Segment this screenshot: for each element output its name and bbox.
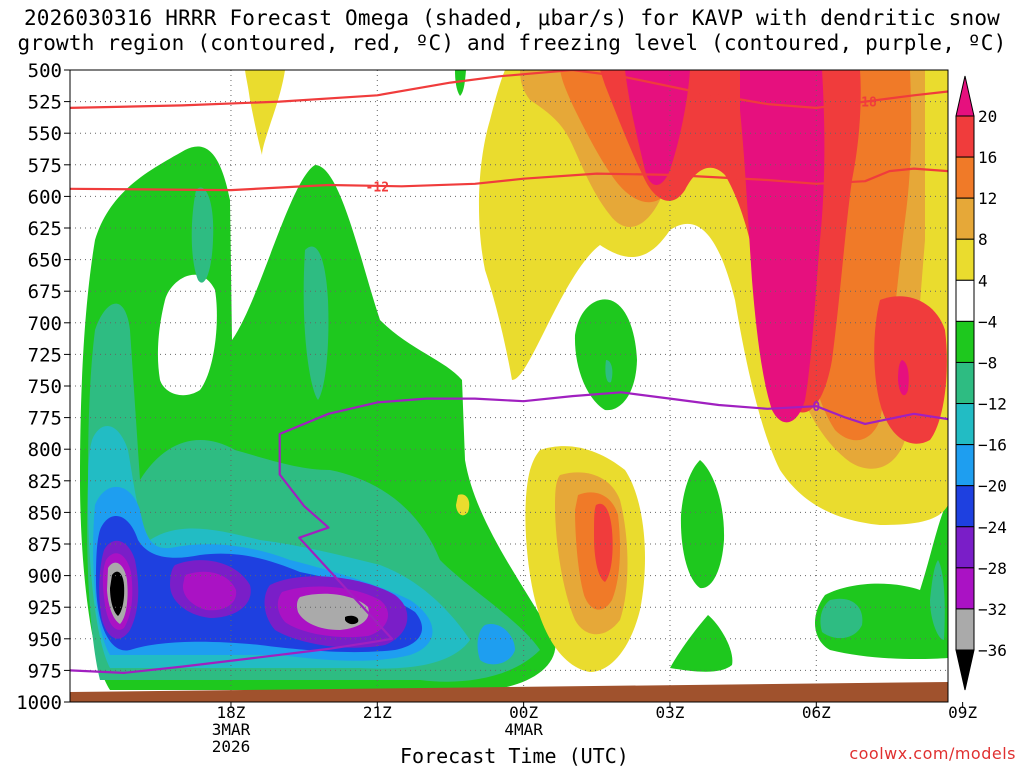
x-tick-label: 21Z <box>363 703 392 722</box>
y-tick-label: 975 <box>28 660 62 682</box>
y-tick-label: 825 <box>28 471 62 493</box>
colorbar-arrow-top <box>955 75 975 117</box>
colorbar-bin <box>955 238 975 281</box>
y-tick-label: 525 <box>28 92 62 114</box>
colorbar-label: 4 <box>978 271 988 290</box>
contour-label: -12 <box>366 180 389 195</box>
y-tick-label: 775 <box>28 408 62 430</box>
omega-region <box>594 503 613 582</box>
y-tick-label: 600 <box>28 186 62 208</box>
colorbar-bin <box>955 320 975 363</box>
omega-region <box>625 70 690 185</box>
y-axis: 500 525 550 575 600 625 650 675 700 725 750 775 800 8… <box>16 60 70 714</box>
omega-region <box>605 360 613 383</box>
omega-shading <box>80 70 948 690</box>
colorbar-bin <box>955 115 975 158</box>
omega-region <box>110 571 125 616</box>
x-tick-label: 18Z <box>217 703 246 722</box>
colorbar-label: 8 <box>978 230 988 249</box>
colorbar-bin <box>955 403 975 446</box>
colorbar-arrow-bottom <box>955 649 975 691</box>
colorbar-label: −4 <box>978 312 997 331</box>
colorbar-bin <box>955 567 975 610</box>
contour-lines: -18 -12 0 <box>70 70 948 674</box>
colorbar-label: −36 <box>978 641 1007 660</box>
y-tick-label: 750 <box>28 376 62 398</box>
x-tick-label: 2026 <box>212 737 251 756</box>
y-tick-label: 900 <box>28 566 62 588</box>
colorbar-label: 16 <box>978 148 997 167</box>
omega-region <box>477 624 515 665</box>
colorbar-bin <box>955 485 975 528</box>
omega-region <box>245 70 285 155</box>
contour-line <box>70 70 948 109</box>
omega-region <box>345 615 359 625</box>
colorbar-bin <box>955 361 975 405</box>
colorbar-label: −24 <box>978 518 1007 537</box>
colorbar-label: −20 <box>978 477 1007 496</box>
colorbar-bin <box>955 608 975 651</box>
colorbar-label: −12 <box>978 395 1007 414</box>
y-tick-label: 725 <box>28 344 62 366</box>
omega-region <box>680 460 725 589</box>
omega-region <box>670 615 733 672</box>
y-tick-label: 675 <box>28 281 62 303</box>
omega-region <box>930 560 945 640</box>
y-tick-label: 700 <box>28 313 62 335</box>
omega-region <box>820 598 863 639</box>
omega-region <box>150 681 210 688</box>
omega-region <box>182 571 237 611</box>
credit-text: coolwx.com/models <box>849 744 1016 763</box>
contour-line <box>70 391 948 674</box>
colorbar-label: 20 <box>978 107 997 126</box>
colorbar-bin <box>955 279 975 322</box>
plot-area: -18 -12 0 <box>70 70 948 702</box>
y-tick-label: 925 <box>28 597 62 619</box>
ground-surface <box>70 682 948 702</box>
contour-label: -18 <box>853 96 877 111</box>
colorbar: 20 16 12 8 4 −4 −8 −12 −16 −20 −24 −28 −32 −36 <box>955 75 1007 691</box>
colorbar-label: −32 <box>978 600 1007 619</box>
y-tick-label: 650 <box>28 250 62 272</box>
y-tick-label: 1000 <box>16 692 62 714</box>
colorbar-bin <box>955 197 975 240</box>
x-tick-label: 06Z <box>802 703 831 722</box>
colorbar-bin <box>955 526 975 569</box>
title-line-2: growth region (contoured, red, ºC) and f… <box>17 31 1007 55</box>
y-tick-label: 875 <box>28 534 62 556</box>
omega-region <box>740 70 825 423</box>
x-tick-label: 4MAR <box>504 720 543 739</box>
x-tick-label: 3MAR <box>212 720 251 739</box>
y-tick-label: 500 <box>28 60 62 82</box>
title-line-1: 2026030316 HRRR Forecast Omega (shaded, … <box>23 6 1001 30</box>
omega-region <box>456 494 470 516</box>
x-tick-label: 00Z <box>509 703 538 722</box>
x-axis-label: Forecast Time (UTC) <box>400 744 629 768</box>
contour-line <box>70 167 948 192</box>
y-tick-label: 550 <box>28 123 62 145</box>
colorbar-label: −8 <box>978 353 997 372</box>
y-tick-label: 625 <box>28 218 62 240</box>
contour-label: 0 <box>812 400 820 415</box>
y-tick-label: 850 <box>28 502 62 524</box>
colorbar-label: −28 <box>978 559 1007 578</box>
colorbar-label: 12 <box>978 189 997 208</box>
omega-region <box>874 296 947 444</box>
colorbar-bin <box>955 444 975 487</box>
x-tick-label: 03Z <box>656 703 685 722</box>
colorbar-label: −16 <box>978 436 1007 455</box>
omega-region <box>157 274 217 396</box>
omega-region <box>455 70 466 96</box>
y-tick-label: 800 <box>28 439 62 461</box>
omega-region <box>191 187 214 283</box>
chart-title: 2026030316 HRRR Forecast Omega (shaded, … <box>0 6 1024 56</box>
y-tick-label: 950 <box>28 629 62 651</box>
omega-region <box>303 246 329 400</box>
y-tick-label: 575 <box>28 155 62 177</box>
colorbar-bin <box>955 156 975 199</box>
x-tick-label: 09Z <box>948 703 977 722</box>
